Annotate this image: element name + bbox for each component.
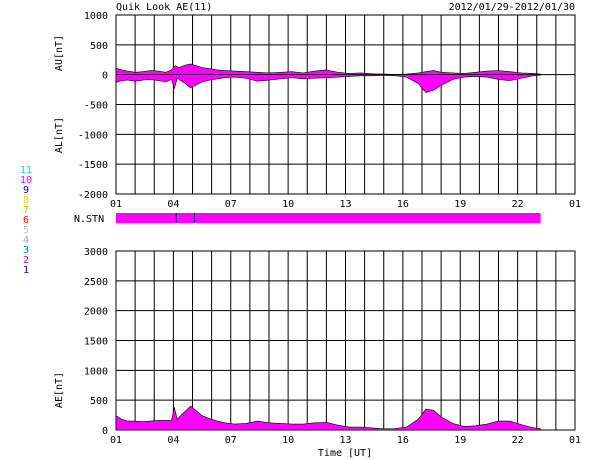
top-frame — [115, 14, 576, 195]
top-y-tick-label: -2000 — [78, 190, 108, 201]
top-y-tick-label: -1000 — [78, 130, 108, 141]
station-legend-label: 3 — [23, 245, 29, 256]
au-axis-label: AU[nT] — [54, 35, 65, 71]
bottom-y-tick-label: 3000 — [84, 247, 108, 258]
station-legend-label: 7 — [23, 205, 29, 216]
top-y-tick-label: 500 — [90, 41, 108, 52]
station-legend-label: 10 — [20, 175, 32, 186]
top-x-tick-label: 01 — [110, 199, 122, 210]
station-legend-label: 11 — [20, 165, 32, 176]
station-legend-label: 1 — [23, 265, 29, 276]
ae-area-series — [115, 405, 541, 431]
top-x-tick-label: 10 — [282, 199, 294, 210]
top-y-tick-label: 1000 — [84, 11, 108, 22]
bottom-x-tick-label: 10 — [282, 435, 294, 446]
station-count-fill — [116, 213, 541, 223]
chart-title: Quik Look AE(11) — [116, 2, 212, 13]
bottom-y-tick-label: 0 — [102, 426, 108, 437]
station-legend-label: 4 — [23, 235, 29, 246]
station-legend-label: 5 — [23, 225, 29, 236]
station-count-bar — [116, 213, 541, 223]
bottom-y-tick-label: 1500 — [84, 337, 108, 348]
bottom-x-tick-label: 16 — [397, 435, 409, 446]
top-x-tick-label: 07 — [225, 199, 237, 210]
al-axis-label: AL[nT] — [54, 117, 65, 153]
bottom-x-tick-label: 22 — [512, 435, 524, 446]
ae-axis-label: AE[nT] — [54, 372, 65, 408]
bottom-y-tick-label: 1000 — [84, 366, 108, 377]
top-x-tick-label: 19 — [454, 199, 466, 210]
station-legend-label: 8 — [23, 195, 29, 206]
bottom-x-tick-label: 13 — [339, 435, 351, 446]
top-x-tick-label: 01 — [569, 199, 581, 210]
top-x-tick-label: 22 — [512, 199, 524, 210]
station-legend-label: 9 — [23, 185, 29, 196]
top-x-tick-label: 04 — [167, 199, 179, 210]
bottom-y-tick-label: 500 — [90, 396, 108, 407]
au-area-series — [115, 63, 541, 75]
bottom-x-tick-label: 01 — [569, 435, 581, 446]
bottom-x-tick-label: 07 — [225, 435, 237, 446]
date-range: 2012/01/29-2012/01/30 — [449, 2, 575, 13]
bottom-y-tick-label: 2500 — [84, 277, 108, 288]
bottom-y-tick-label: 2000 — [84, 307, 108, 318]
bottom-x-tick-label: 01 — [110, 435, 122, 446]
station-legend-label: 6 — [23, 215, 29, 226]
station-count-label: N.STN — [74, 214, 104, 225]
al-area-series — [115, 74, 541, 93]
x-axis-title: Time [UT] — [318, 448, 372, 459]
bottom-x-tick-label: 19 — [454, 435, 466, 446]
top-x-tick-label: 16 — [397, 199, 409, 210]
bottom-x-tick-label: 04 — [167, 435, 179, 446]
top-y-tick-label: 0 — [102, 71, 108, 82]
top-y-tick-label: -500 — [84, 101, 108, 112]
station-legend-label: 2 — [23, 255, 29, 266]
top-y-tick-label: -1500 — [78, 160, 108, 171]
top-x-tick-label: 13 — [339, 199, 351, 210]
